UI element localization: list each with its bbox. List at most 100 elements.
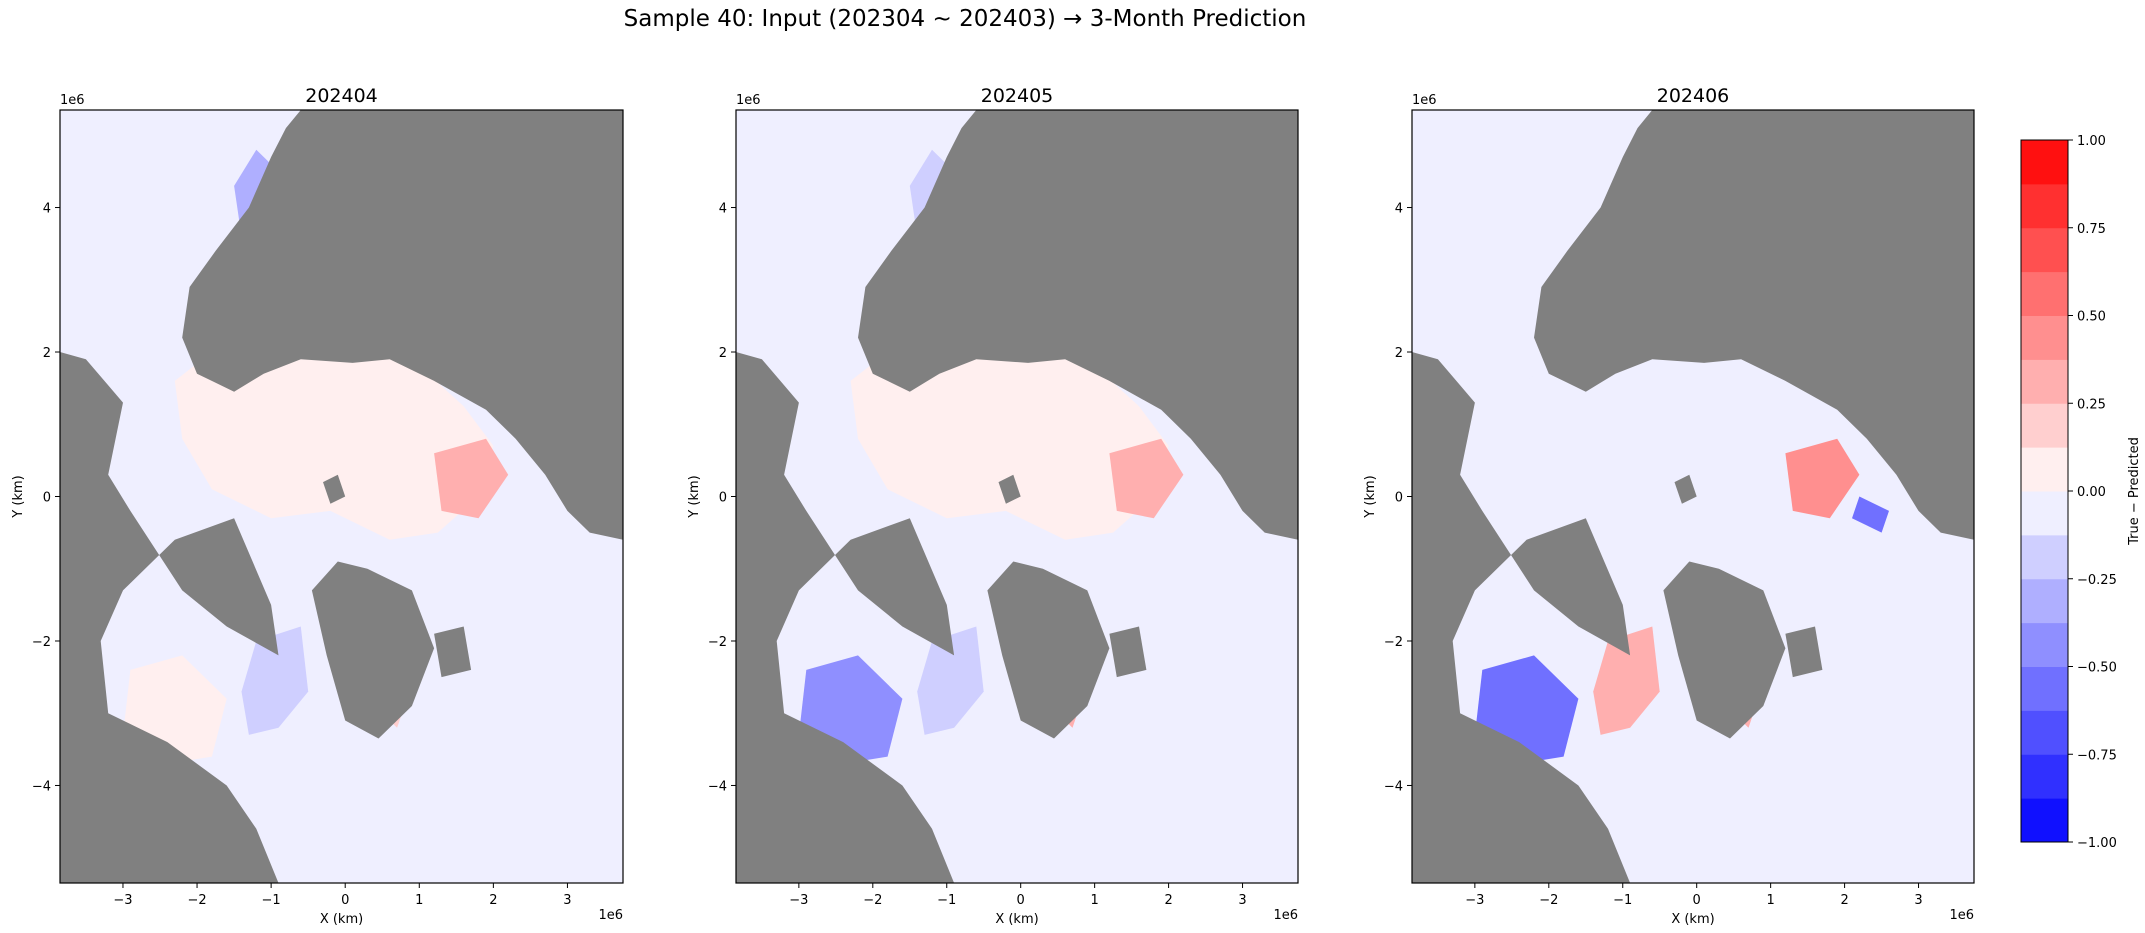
- y-tick-label: 2: [719, 346, 727, 361]
- map-body: [736, 110, 1298, 883]
- y-tick-label: 0: [719, 491, 727, 506]
- y-tick-label: 2: [43, 346, 51, 361]
- colorbar-swatch: [2021, 315, 2068, 360]
- land-eurasia: [1534, 110, 1974, 540]
- y-tick-label: −4: [1384, 779, 1403, 794]
- x-tick-label: −3: [789, 893, 808, 908]
- colorbar-swatch: [2021, 754, 2068, 799]
- region-baffin-bay: [1593, 626, 1660, 735]
- land-greenland: [987, 561, 1110, 739]
- y-tick-label: 4: [43, 202, 51, 217]
- colorbar-swatch: [2021, 622, 2068, 667]
- colorbar-tick-label: −0.25: [2077, 573, 2117, 588]
- colorbar-swatch: [2021, 403, 2068, 448]
- x-axis-label: X (km): [1671, 912, 1714, 927]
- map-body: [60, 110, 623, 883]
- region-barents-kara: [1109, 438, 1184, 519]
- x-tick-label: 2: [1164, 893, 1172, 908]
- x-tick-label: −2: [187, 893, 206, 908]
- y-tick-label: 0: [43, 491, 51, 506]
- land-sea_islands: [323, 474, 346, 504]
- colorbar-tick-label: 0.50: [2077, 310, 2106, 325]
- colorbar-swatch: [2021, 534, 2068, 580]
- x-axis-label: X (km): [995, 912, 1038, 927]
- region-barents-kara: [1785, 438, 1860, 519]
- land-america: [736, 352, 955, 883]
- region-baffin-bay: [917, 626, 984, 735]
- colorbar-swatch: [2021, 227, 2068, 273]
- land-greenland: [1663, 561, 1786, 739]
- colorbar-tick-label: −0.75: [2077, 748, 2117, 763]
- land-svalbard: [1785, 626, 1823, 678]
- region-central-arctic: [174, 352, 494, 540]
- x-tick-label: −1: [937, 893, 956, 908]
- x-tick-label: −3: [1465, 893, 1484, 908]
- y-offset-label: 1e6: [736, 93, 761, 108]
- y-axis-label: Y (km): [11, 475, 26, 518]
- x-offset-label: 1e6: [598, 908, 623, 923]
- x-tick-label: 0: [341, 893, 349, 908]
- x-tick-label: 3: [1238, 893, 1246, 908]
- x-tick-label: −1: [1613, 893, 1632, 908]
- y-axis-label: Y (km): [1363, 475, 1378, 518]
- panel-title: 202406: [1657, 85, 1730, 107]
- figure-suptitle: Sample 40: Input (202304 ~ 202403) → 3-M…: [623, 6, 1307, 32]
- region-baffin-bay: [241, 626, 309, 735]
- region-beaufort-sea: [1852, 496, 1889, 533]
- colorbar-swatch: [2021, 183, 2068, 229]
- y-tick-label: 4: [1395, 202, 1403, 217]
- colorbar-swatch: [2021, 271, 2068, 316]
- x-tick-label: 1: [1091, 893, 1099, 908]
- y-offset-label: 1e6: [60, 93, 85, 108]
- region-central-arctic: [1526, 352, 1845, 540]
- panel-title: 202404: [305, 85, 378, 107]
- colorbar-swatch: [2021, 798, 2068, 843]
- x-tick-label: 1: [415, 893, 423, 908]
- land-greenland: [311, 561, 435, 739]
- x-tick-label: 0: [1693, 893, 1701, 908]
- land-svalbard: [434, 626, 472, 678]
- land-eurasia: [858, 110, 1298, 540]
- colorbar-swatch: [2021, 578, 2068, 624]
- colorbar-tick-label: −0.50: [2077, 661, 2117, 676]
- x-tick-label: −3: [113, 893, 132, 908]
- colorbar-swatch: [2021, 666, 2068, 711]
- y-tick-label: −2: [1384, 635, 1403, 650]
- y-tick-label: −2: [32, 635, 51, 650]
- colorbar-tick-label: 0.25: [2077, 397, 2106, 412]
- x-tick-label: 0: [1017, 893, 1025, 908]
- map-panel-202404: −3 −2 −1 0 1 2 3 −4 −2 0 2 4 202404 X (km) Y (km) 1e6 1e…: [11, 85, 624, 927]
- y-tick-label: −4: [32, 779, 51, 794]
- land-america: [1412, 352, 1631, 883]
- y-tick-label: 4: [719, 202, 727, 217]
- colorbar: −1.00 −0.75 −0.50 −0.25 0.00 0.25 0.50 0.75 1.00…: [2020, 134, 2142, 851]
- x-tick-label: 3: [1914, 893, 1922, 908]
- land-svalbard: [1109, 626, 1147, 678]
- region-barents-kara: [434, 438, 509, 519]
- colorbar-label: True − Predicted: [2127, 437, 2142, 546]
- x-tick-label: 2: [1840, 893, 1848, 908]
- land-eurasia: [182, 110, 623, 540]
- panel-title: 202405: [981, 85, 1054, 107]
- x-tick-label: 2: [489, 893, 497, 908]
- y-tick-label: 0: [1395, 491, 1403, 506]
- x-offset-label: 1e6: [1949, 908, 1974, 923]
- x-tick-label: −1: [262, 893, 281, 908]
- land-america: [60, 352, 279, 883]
- x-offset-label: 1e6: [1273, 908, 1298, 923]
- x-axis-label: X (km): [320, 912, 363, 927]
- region-central-arctic: [850, 352, 1169, 540]
- x-tick-label: −2: [863, 893, 882, 908]
- x-tick-label: 3: [563, 893, 571, 908]
- map-body: [1412, 110, 1974, 883]
- y-tick-label: −2: [708, 635, 727, 650]
- land-sea_islands: [1674, 474, 1697, 504]
- colorbar-swatch: [2021, 359, 2068, 404]
- land-sea_islands: [998, 474, 1021, 504]
- colorbar-tick-label: 0.00: [2077, 485, 2106, 500]
- colorbar-swatch: [2021, 491, 2068, 536]
- colorbar-swatch: [2021, 710, 2068, 755]
- colorbar-tick-label: −1.00: [2077, 836, 2117, 851]
- colorbar-tick-label: 0.75: [2077, 222, 2106, 237]
